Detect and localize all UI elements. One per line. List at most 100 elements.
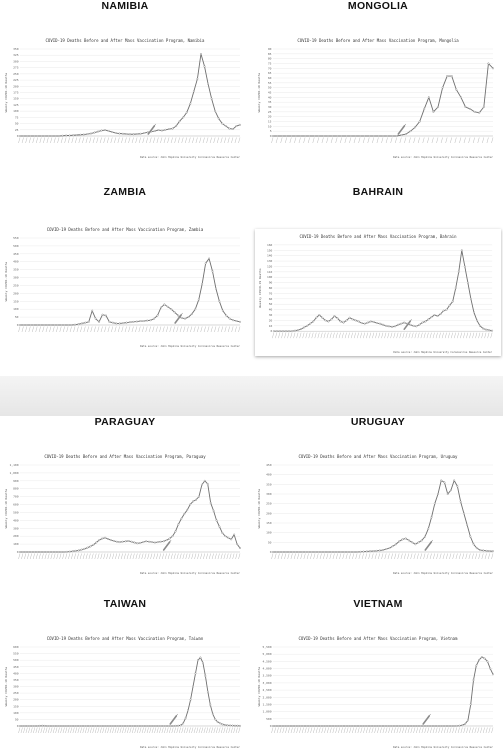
x-tick-mark (227, 326, 230, 333)
data-point (278, 551, 281, 553)
x-tick-mark (310, 727, 313, 734)
data-point (386, 725, 389, 727)
x-tick-mark (321, 727, 324, 734)
x-tick-mark (307, 727, 310, 734)
x-tick-mark (468, 727, 471, 734)
x-tick-mark (271, 137, 274, 144)
line-chart: COVID-19 Deaths Before and After Mass Va… (257, 38, 494, 159)
x-tick-mark (200, 326, 203, 333)
x-tick-mark (70, 727, 73, 734)
data-point (33, 135, 36, 137)
data-point (22, 324, 25, 326)
data-point (360, 322, 363, 325)
data-point (146, 319, 149, 322)
data-point (304, 551, 307, 553)
data-point (197, 298, 200, 301)
data-point (239, 320, 241, 323)
data-point (49, 324, 52, 326)
data-point (203, 65, 206, 68)
data-point (482, 549, 485, 552)
data-point (107, 537, 109, 540)
data-point (179, 724, 182, 727)
data-point (322, 135, 325, 137)
data-point (385, 548, 388, 551)
y-tick-label: 80 (268, 57, 272, 61)
x-tick-mark (120, 553, 123, 560)
data-point (60, 551, 63, 553)
data-point (378, 549, 381, 552)
data-point (97, 130, 100, 133)
data-point (130, 540, 133, 543)
data-point (313, 725, 316, 727)
x-tick-mark (42, 727, 45, 734)
x-tick-mark (417, 137, 420, 144)
x-tick-mark (151, 727, 154, 734)
data-point (209, 703, 212, 706)
y-tick-label: 150 (13, 299, 19, 303)
data-point (418, 323, 421, 326)
data-point (317, 551, 320, 553)
y-tick-label: 450 (13, 665, 19, 669)
x-tick-mark (23, 727, 26, 734)
data-point (469, 703, 472, 706)
data-point (330, 318, 333, 321)
data-point (120, 725, 123, 727)
y-tick-label: 50 (15, 122, 19, 126)
data-source-label: Data source: John Hopkins University Cor… (393, 745, 493, 749)
data-point (307, 551, 310, 553)
x-tick-mark (332, 553, 335, 560)
y-tick-label: 60 (269, 297, 273, 301)
x-tick-mark (32, 326, 34, 333)
data-point (51, 551, 54, 553)
x-tick-mark (491, 553, 494, 560)
data-point (90, 132, 92, 135)
vaccine-needle (180, 312, 183, 316)
data-point (450, 75, 453, 78)
data-point (285, 725, 288, 727)
data-point (105, 725, 108, 727)
data-point (166, 305, 169, 308)
data-point (65, 550, 68, 553)
y-tick-label: 1,000 (9, 471, 18, 475)
x-tick-mark (303, 137, 306, 144)
data-point (372, 321, 375, 323)
data-point (327, 320, 330, 323)
x-tick-mark (119, 727, 122, 734)
x-tick-mark (387, 332, 390, 339)
x-tick-mark (128, 137, 131, 144)
x-tick-mark (371, 727, 374, 734)
x-tick-mark (311, 332, 314, 339)
x-tick-mark (375, 332, 378, 339)
x-tick-mark (421, 727, 424, 734)
x-tick-mark (33, 727, 36, 734)
chart-title: COVID-19 Deaths Before and After Mass Va… (299, 234, 457, 239)
data-point (130, 725, 133, 727)
data-point (100, 725, 103, 727)
data-point (77, 549, 80, 552)
x-tick-mark (77, 727, 80, 734)
data-point (214, 718, 217, 721)
x-tick-mark (314, 332, 317, 339)
data-point (361, 725, 364, 727)
x-tick-mark (303, 553, 306, 560)
data-point (272, 135, 274, 137)
x-tick-mark (183, 326, 186, 333)
x-tick-mark (205, 553, 208, 560)
data-point (132, 320, 135, 323)
data-point (125, 725, 128, 727)
x-tick-mark (112, 727, 115, 734)
x-tick-mark (21, 326, 24, 333)
data-point (423, 107, 426, 110)
data-point (351, 318, 354, 321)
data-point (29, 324, 32, 326)
data-point (288, 725, 291, 727)
data-point (57, 551, 60, 553)
x-tick-mark (160, 137, 163, 144)
data-point (460, 249, 463, 252)
data-point (348, 316, 351, 319)
x-tick-mark (313, 553, 316, 560)
x-tick-mark (221, 326, 224, 333)
x-tick-mark (59, 553, 62, 560)
data-point (482, 106, 485, 108)
x-tick-mark (185, 553, 188, 560)
